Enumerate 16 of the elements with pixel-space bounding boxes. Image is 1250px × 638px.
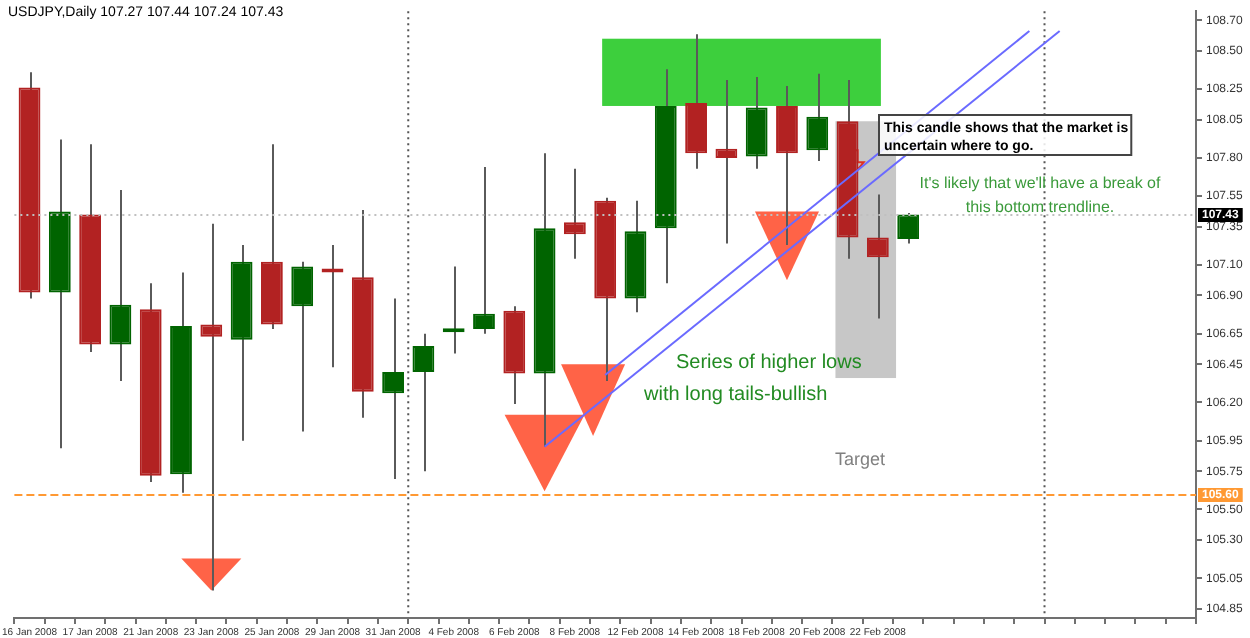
annotation: Target — [834, 448, 887, 469]
annotation: Series of higher lows — [676, 351, 862, 374]
candlestick — [866, 193, 889, 320]
candlestick — [200, 222, 223, 592]
candlestick — [776, 85, 798, 247]
candlestick — [685, 33, 707, 170]
candlestick — [382, 297, 405, 480]
candlestick — [109, 189, 132, 383]
candlestick — [563, 167, 586, 260]
candlestick — [473, 166, 495, 335]
annotation: with long tails-bullish — [642, 383, 828, 406]
candlestick — [715, 78, 738, 245]
candlestick — [745, 75, 768, 170]
candlestick — [412, 332, 435, 473]
candlestick — [291, 260, 314, 433]
annotation: It's likely that we'll have a break of this bottom trendline. — [919, 174, 1162, 217]
